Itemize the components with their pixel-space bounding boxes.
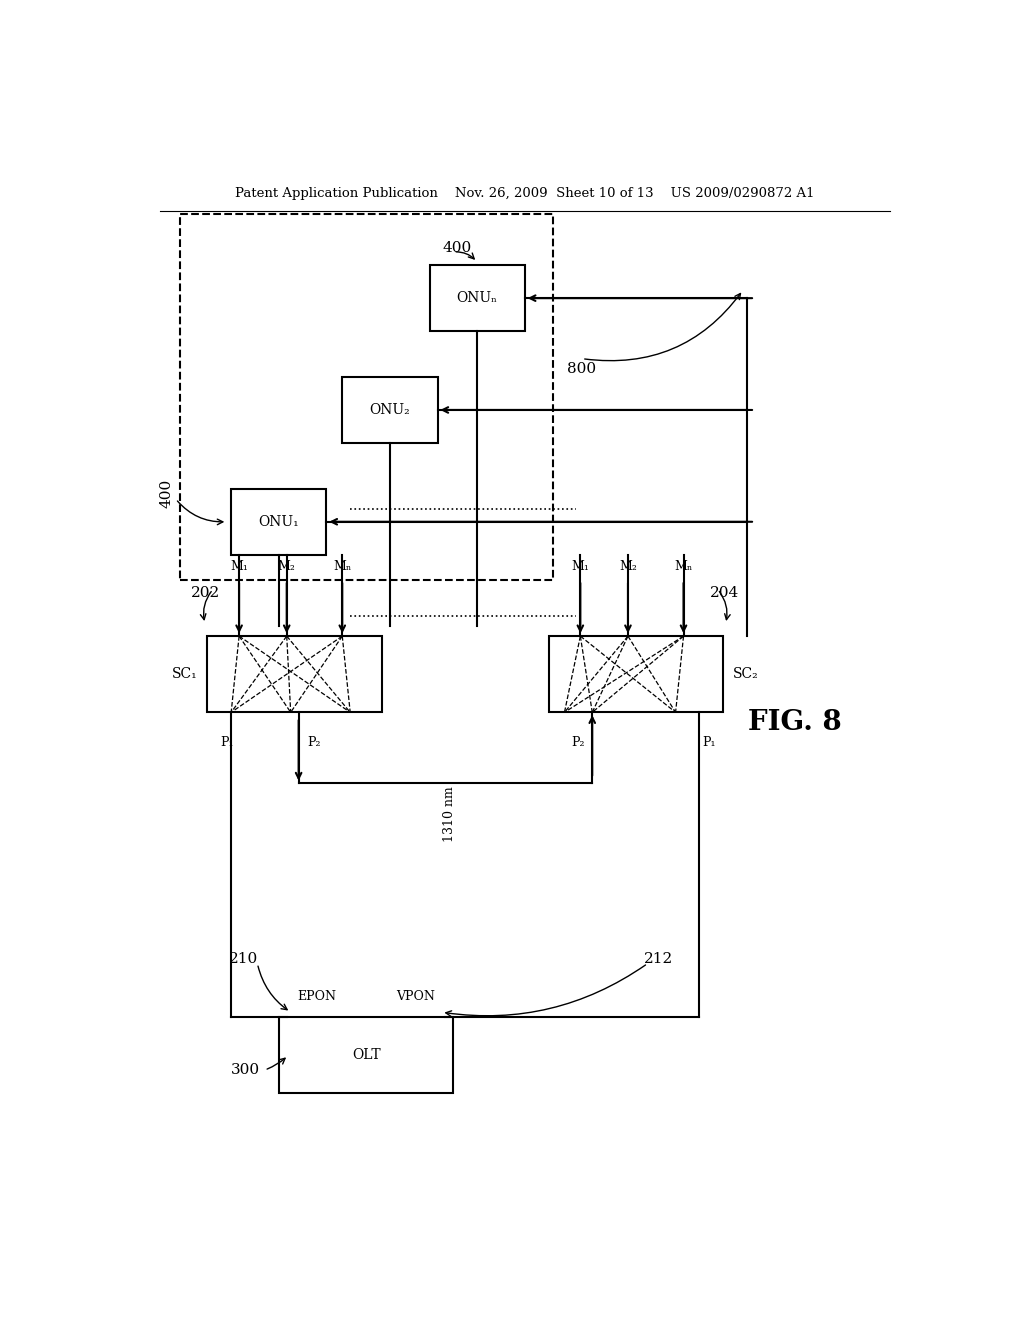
Text: 210: 210 [228,952,258,966]
Text: M₁: M₁ [571,561,589,573]
Bar [279,1018,454,1093]
Text: 800: 800 [567,362,597,376]
Text: 212: 212 [643,952,673,966]
Text: 1310 nm: 1310 nm [443,787,456,842]
Bar [549,636,723,713]
Text: 204: 204 [711,586,739,601]
Bar [231,488,327,554]
Text: P₁: P₁ [220,737,233,750]
Text: OLT: OLT [352,1048,380,1063]
Text: 300: 300 [230,1063,260,1077]
Text: SC₁: SC₁ [172,667,198,681]
Text: Mₙ: Mₙ [333,561,351,573]
Text: Patent Application Publication    Nov. 26, 2009  Sheet 10 of 13    US 2009/02908: Patent Application Publication Nov. 26, … [236,187,814,201]
Text: 400: 400 [442,240,472,255]
Text: ONUₙ: ONUₙ [457,292,498,305]
Text: FIG. 8: FIG. 8 [748,709,842,737]
Text: 202: 202 [191,586,220,601]
Text: M₂: M₂ [278,561,296,573]
Text: P₂: P₂ [571,737,585,750]
Text: 400: 400 [159,479,173,508]
Text: ONU₁: ONU₁ [258,515,299,529]
Text: Mₙ: Mₙ [675,561,692,573]
Text: VPON: VPON [396,990,435,1003]
Text: P₁: P₁ [702,737,716,750]
Bar [430,265,525,331]
Text: M₁: M₁ [230,561,248,573]
Text: M₂: M₂ [620,561,637,573]
Text: SC₂: SC₂ [732,667,759,681]
Bar [179,214,553,581]
Text: P₂: P₂ [308,737,322,750]
Text: EPON: EPON [297,990,336,1003]
Text: ONU₂: ONU₂ [370,403,411,417]
Bar [207,636,382,713]
Bar [342,378,437,444]
